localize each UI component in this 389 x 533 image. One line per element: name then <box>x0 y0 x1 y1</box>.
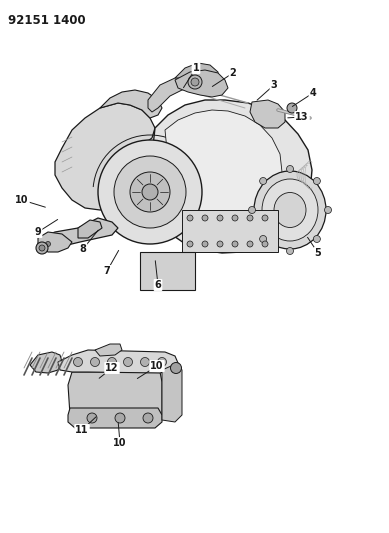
Circle shape <box>287 166 294 173</box>
Text: 92151 1400: 92151 1400 <box>8 14 86 27</box>
Text: 10: 10 <box>113 438 127 448</box>
Circle shape <box>187 241 193 247</box>
Ellipse shape <box>262 179 318 241</box>
Polygon shape <box>250 100 285 128</box>
Text: 12: 12 <box>105 363 119 373</box>
Polygon shape <box>165 110 282 230</box>
Polygon shape <box>38 218 118 248</box>
Circle shape <box>247 215 253 221</box>
Polygon shape <box>182 210 278 252</box>
Polygon shape <box>100 90 162 118</box>
Circle shape <box>36 242 48 254</box>
Text: 7: 7 <box>103 266 110 276</box>
Polygon shape <box>148 75 218 112</box>
Text: 2: 2 <box>230 68 237 78</box>
Circle shape <box>143 413 153 423</box>
Circle shape <box>286 247 293 254</box>
Circle shape <box>217 241 223 247</box>
Polygon shape <box>175 70 228 97</box>
Circle shape <box>287 103 297 113</box>
Circle shape <box>46 241 51 246</box>
Circle shape <box>314 177 321 184</box>
Circle shape <box>158 358 166 367</box>
Circle shape <box>262 241 268 247</box>
Circle shape <box>187 215 193 221</box>
Polygon shape <box>78 220 102 238</box>
Circle shape <box>74 358 82 367</box>
Circle shape <box>142 184 158 200</box>
Circle shape <box>39 245 45 251</box>
Text: 10: 10 <box>150 361 164 371</box>
Text: 3: 3 <box>271 80 277 90</box>
Circle shape <box>115 413 125 423</box>
Polygon shape <box>162 363 182 422</box>
Ellipse shape <box>274 192 306 228</box>
Text: 13: 13 <box>295 112 309 122</box>
Text: 10: 10 <box>15 195 29 205</box>
Text: 9: 9 <box>35 227 41 237</box>
Polygon shape <box>58 350 178 373</box>
Polygon shape <box>38 232 72 252</box>
Circle shape <box>232 241 238 247</box>
Polygon shape <box>152 100 312 253</box>
Polygon shape <box>55 103 155 210</box>
Circle shape <box>130 172 170 212</box>
Circle shape <box>123 358 133 367</box>
Text: 4: 4 <box>310 88 316 98</box>
Text: 8: 8 <box>80 244 86 254</box>
Circle shape <box>87 413 97 423</box>
Circle shape <box>98 140 202 244</box>
Circle shape <box>191 78 199 86</box>
Polygon shape <box>30 352 62 373</box>
Circle shape <box>107 358 116 367</box>
Circle shape <box>247 241 253 247</box>
Circle shape <box>314 236 321 243</box>
Circle shape <box>170 362 182 374</box>
Text: 1: 1 <box>193 63 200 73</box>
Circle shape <box>114 156 186 228</box>
Circle shape <box>140 358 149 367</box>
Text: 5: 5 <box>315 248 321 258</box>
Polygon shape <box>95 344 122 356</box>
Polygon shape <box>68 408 162 428</box>
Circle shape <box>232 215 238 221</box>
Circle shape <box>262 215 268 221</box>
Circle shape <box>249 206 256 214</box>
Circle shape <box>202 241 208 247</box>
Circle shape <box>188 75 202 89</box>
Circle shape <box>43 239 53 249</box>
Polygon shape <box>140 252 195 290</box>
Ellipse shape <box>254 171 326 249</box>
Text: 6: 6 <box>154 280 161 290</box>
Circle shape <box>202 215 208 221</box>
Polygon shape <box>175 63 218 83</box>
Circle shape <box>324 206 331 214</box>
Text: 11: 11 <box>75 425 89 435</box>
Polygon shape <box>68 372 162 420</box>
Circle shape <box>217 215 223 221</box>
Circle shape <box>91 358 100 367</box>
Circle shape <box>259 236 266 243</box>
Circle shape <box>259 177 266 184</box>
